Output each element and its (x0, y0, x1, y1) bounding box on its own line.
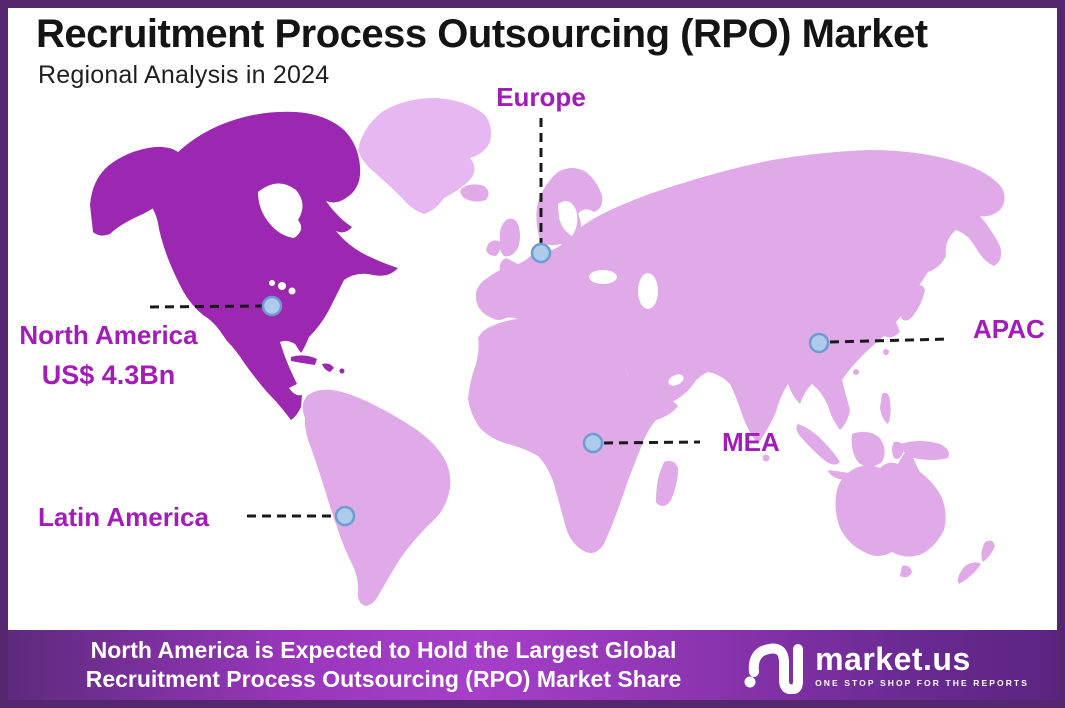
baltic-sea (558, 201, 578, 236)
banner-headline-line1: North America is Expected to Hold the La… (90, 637, 677, 663)
region-eurasia (475, 150, 1005, 444)
greenland-group (358, 98, 492, 214)
region-uk (499, 218, 520, 257)
region-greenland (358, 98, 492, 214)
latin-america-label: Latin America (38, 502, 209, 532)
north-america-label: North America (19, 320, 198, 350)
brand-tagline: ONE STOP SHOP FOR THE REPORTS (815, 677, 1029, 688)
great-lake-2 (288, 287, 296, 295)
region-madagascar (656, 460, 678, 506)
region-ireland (486, 240, 501, 256)
great-lake-3 (269, 280, 275, 286)
leader-lines (149, 118, 949, 518)
footer-banner: North America is Expected to Hold the La… (8, 630, 1057, 700)
brand-name: market.us (815, 640, 971, 677)
north-america-label-block: North America US$ 4.3Bn (6, 320, 211, 391)
marker-latin-america (334, 505, 356, 527)
page-subtitle: Regional Analysis in 2024 (38, 61, 330, 89)
base-regions (302, 150, 1005, 606)
region-hainan (853, 369, 859, 375)
marker-europe (530, 242, 552, 264)
persian-gulf (668, 374, 684, 386)
region-tasmania (900, 565, 912, 578)
region-nz-north (981, 540, 995, 562)
leader-mea (603, 440, 701, 445)
banner-headline-line2: Recruitment Process Outsourcing (RPO) Ma… (85, 666, 682, 692)
great-lake-1 (278, 282, 286, 290)
banner-headline: North America is Expected to Hold the La… (8, 636, 731, 694)
leader-apac (829, 337, 949, 344)
brand-logo: market.us ONE STOP SHOP FOR THE REPORTS (741, 636, 1029, 694)
region-australia (835, 448, 946, 557)
marketus-logo-icon (744, 643, 804, 694)
marker-mea (582, 432, 604, 454)
region-philippines (880, 392, 891, 424)
black-sea (589, 270, 617, 284)
marker-apac (808, 332, 830, 354)
page-title: Recruitment Process Outsourcing (RPO) Ma… (36, 12, 928, 56)
north-america-value: US$ 4.3Bn (41, 360, 176, 390)
region-sumatra (796, 424, 840, 465)
highlight-regions (90, 111, 398, 420)
region-borneo (851, 431, 885, 467)
region-south-america (302, 389, 451, 606)
water-cutouts (258, 183, 684, 386)
region-iceland (460, 184, 489, 202)
caspian-sea (638, 273, 658, 309)
mea-label: MEA (722, 427, 780, 457)
marker-north-america (261, 295, 283, 317)
markers (261, 242, 830, 527)
region-cuba (291, 355, 317, 365)
region-hispaniola (322, 363, 334, 372)
region-sri-lanka (762, 454, 770, 462)
leader-north-america (149, 304, 263, 309)
europe-label: Europe (496, 82, 586, 112)
region-taiwan (883, 349, 889, 355)
region-japan (901, 285, 925, 321)
region-puerto-rico (339, 368, 345, 374)
region-north-america-mainland (149, 111, 398, 420)
hudson-bay (258, 183, 303, 238)
region-nz-south (957, 562, 981, 584)
apac-label: APAC (973, 314, 1045, 344)
brand-words: market.us ONE STOP SHOP FOR THE REPORTS (815, 643, 1029, 688)
region-africa (468, 316, 678, 553)
